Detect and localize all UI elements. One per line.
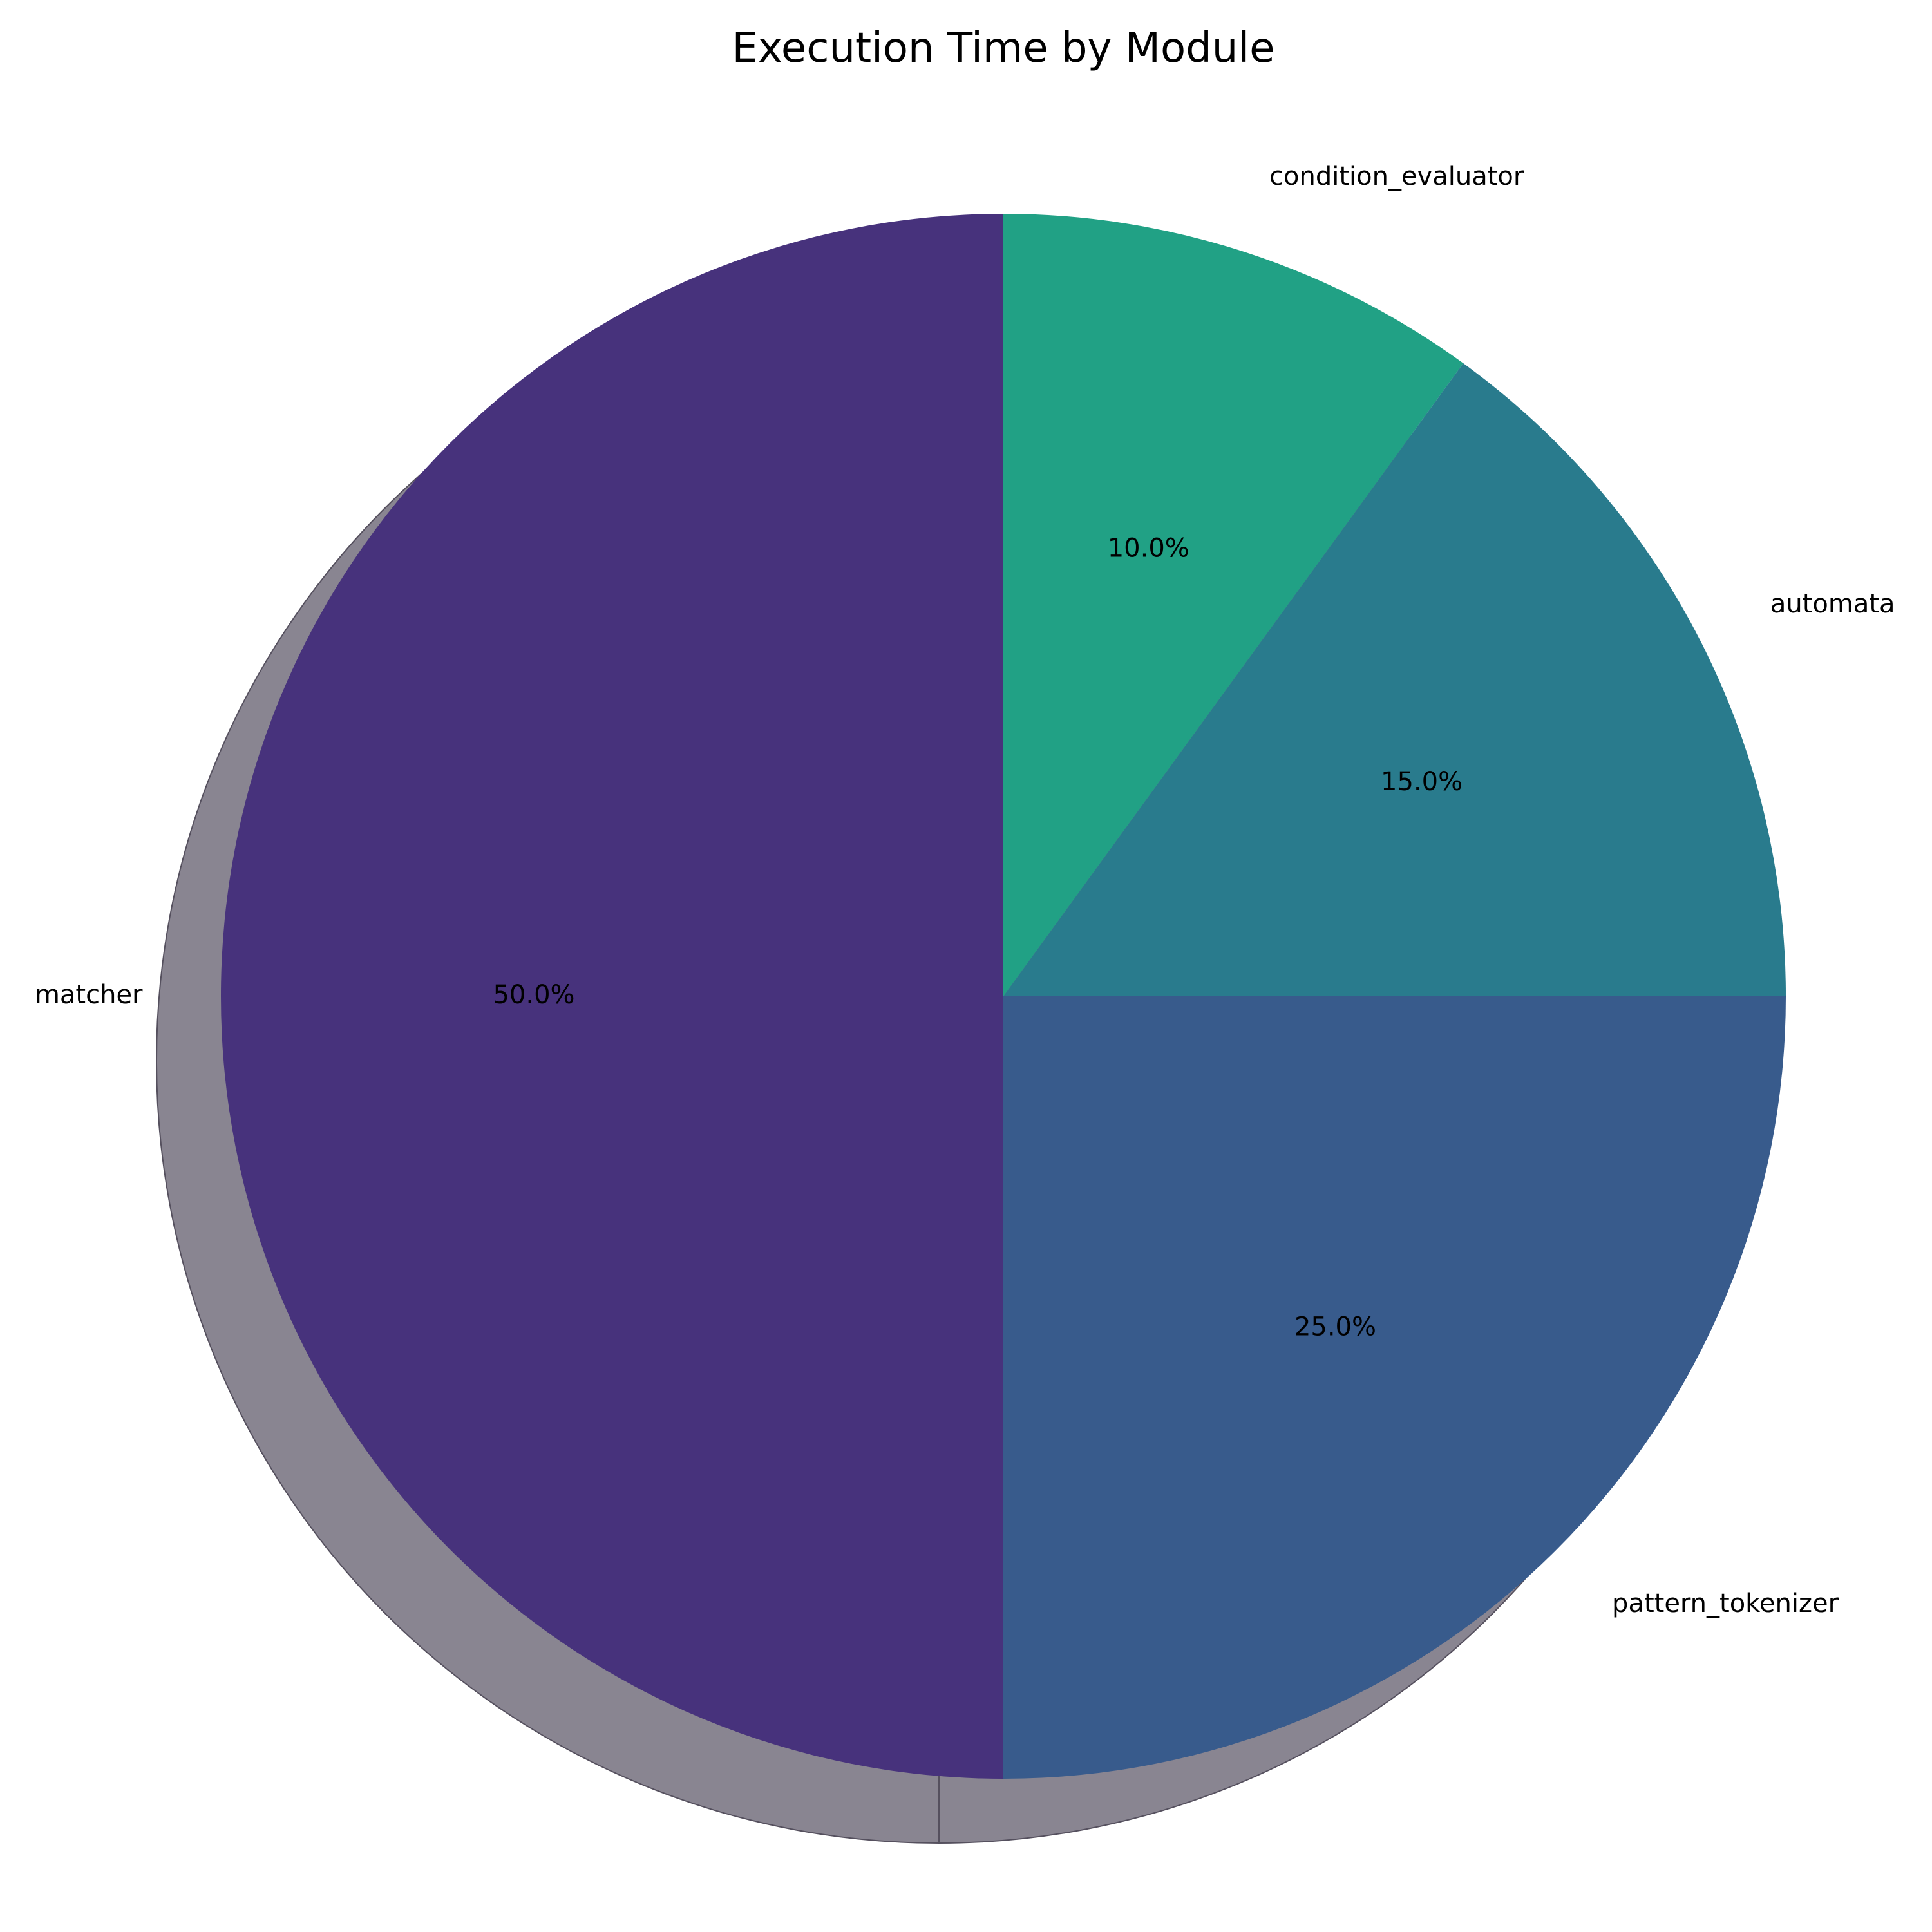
slice-label-pattern-tokenizer: pattern_tokenizer [1612,1589,1839,1618]
pie-labels: condition_evaluator 10.0% automata 15.0% pat… [35,162,1895,1618]
pie-slices [221,214,1786,1779]
slice-percent-matcher: 50.0% [493,980,574,1010]
slice-automata [1003,363,1786,996]
slice-matcher [221,214,1003,1779]
chart-title: Execution Time by Module [732,24,1275,72]
slice-label-automata: automata [1770,589,1895,619]
slice-label-matcher: matcher [35,980,143,1010]
slice-percent-pattern-tokenizer: 25.0% [1294,1312,1376,1341]
slice-percent-condition-evaluator: 10.0% [1108,534,1189,564]
slice-percent-automata: 15.0% [1381,767,1463,797]
slice-pattern-tokenizer [1003,996,1786,1779]
slice-label-condition-evaluator: condition_evaluator [1269,162,1524,191]
slice-condition-evaluator [1003,214,1464,996]
